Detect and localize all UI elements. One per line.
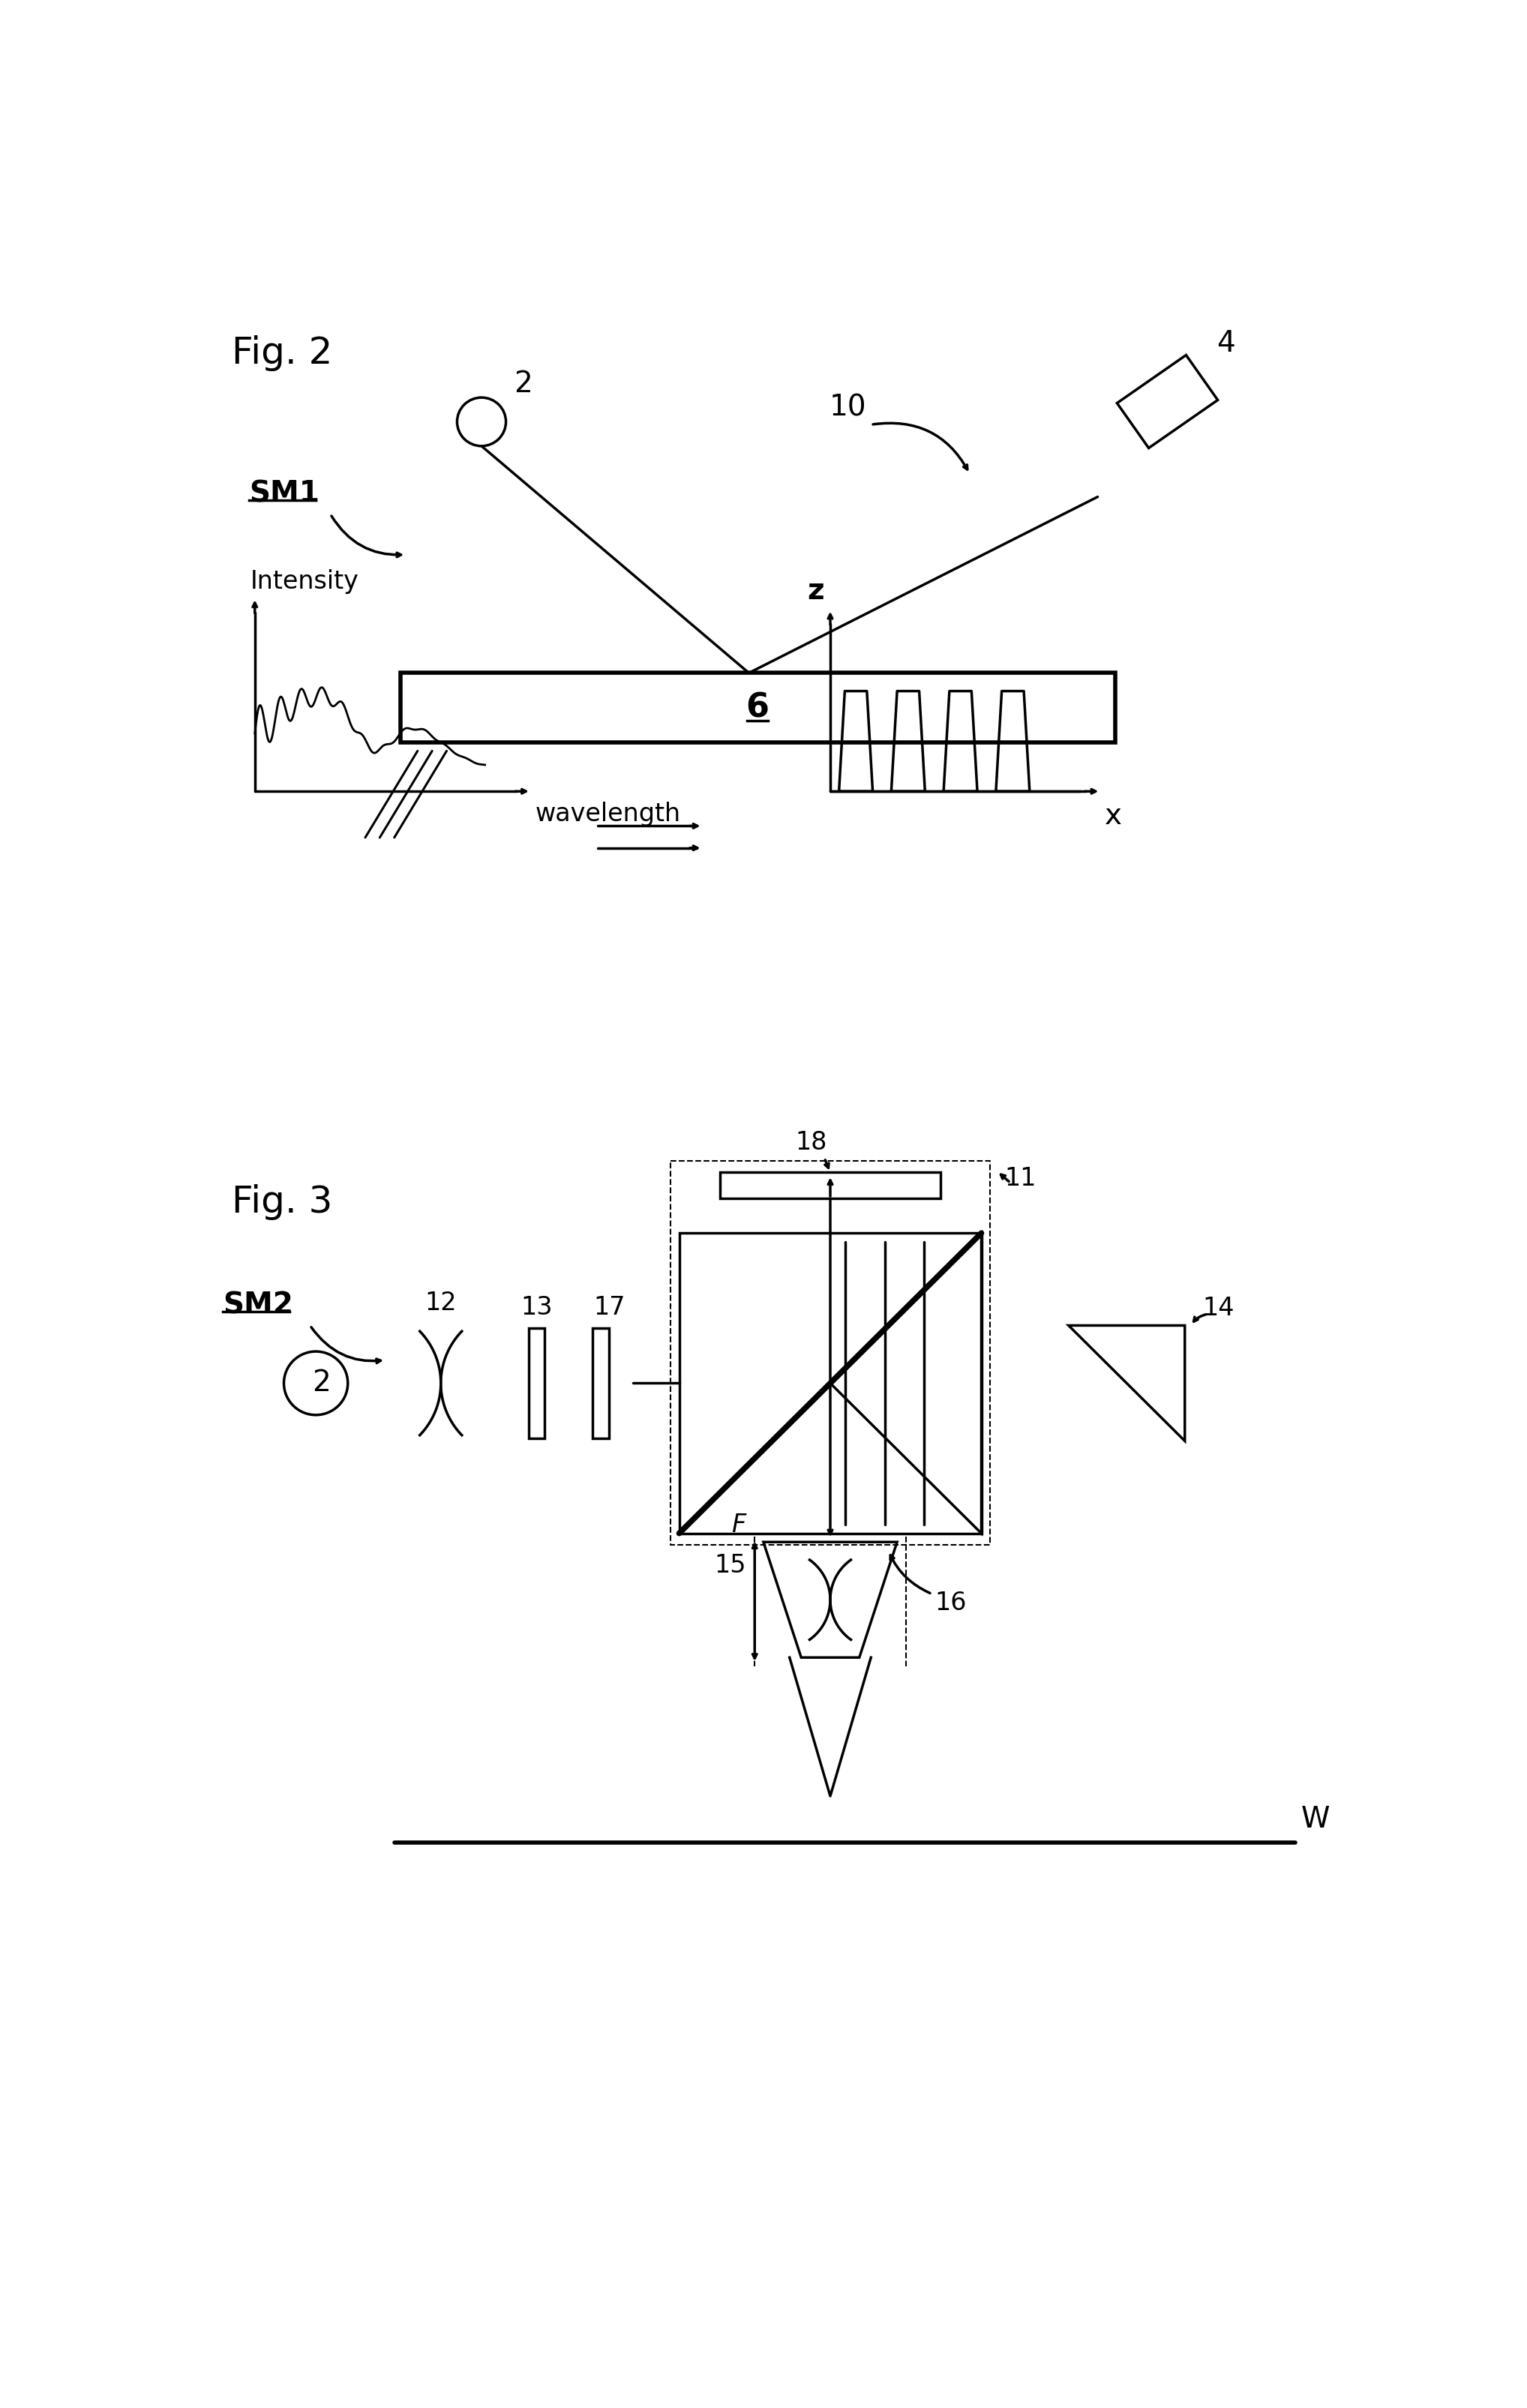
Text: 17: 17 [594,1296,626,1320]
Text: 15: 15 [715,1553,747,1577]
Text: SM1: SM1 [249,479,319,508]
Text: W: W [1301,1806,1330,1832]
Text: 2: 2 [513,371,531,397]
Text: Fig. 3: Fig. 3 [232,1185,333,1221]
Bar [719,1173,941,1199]
Text: 18: 18 [796,1129,828,1156]
Text: 2: 2 [313,1370,331,1397]
Text: 16: 16 [935,1589,967,1616]
Text: 14: 14 [1202,1296,1234,1320]
Bar [400,672,1115,742]
Text: Fig. 2: Fig. 2 [232,335,333,371]
Text: z: z [808,578,825,604]
Text: Intensity: Intensity [250,568,359,595]
Text: 6: 6 [747,691,770,725]
Text: F: F [731,1512,747,1536]
Text: SM2: SM2 [223,1291,293,1320]
Bar [592,1329,609,1438]
Text: x: x [1104,802,1122,831]
Text: 11: 11 [1005,1165,1037,1190]
Text: 10: 10 [829,393,866,421]
Text: 13: 13 [521,1296,553,1320]
Text: wavelength: wavelength [534,802,681,826]
Text: 4: 4 [1217,330,1235,359]
Bar [528,1329,545,1438]
Bar [680,1233,982,1534]
Text: 12: 12 [425,1291,457,1315]
